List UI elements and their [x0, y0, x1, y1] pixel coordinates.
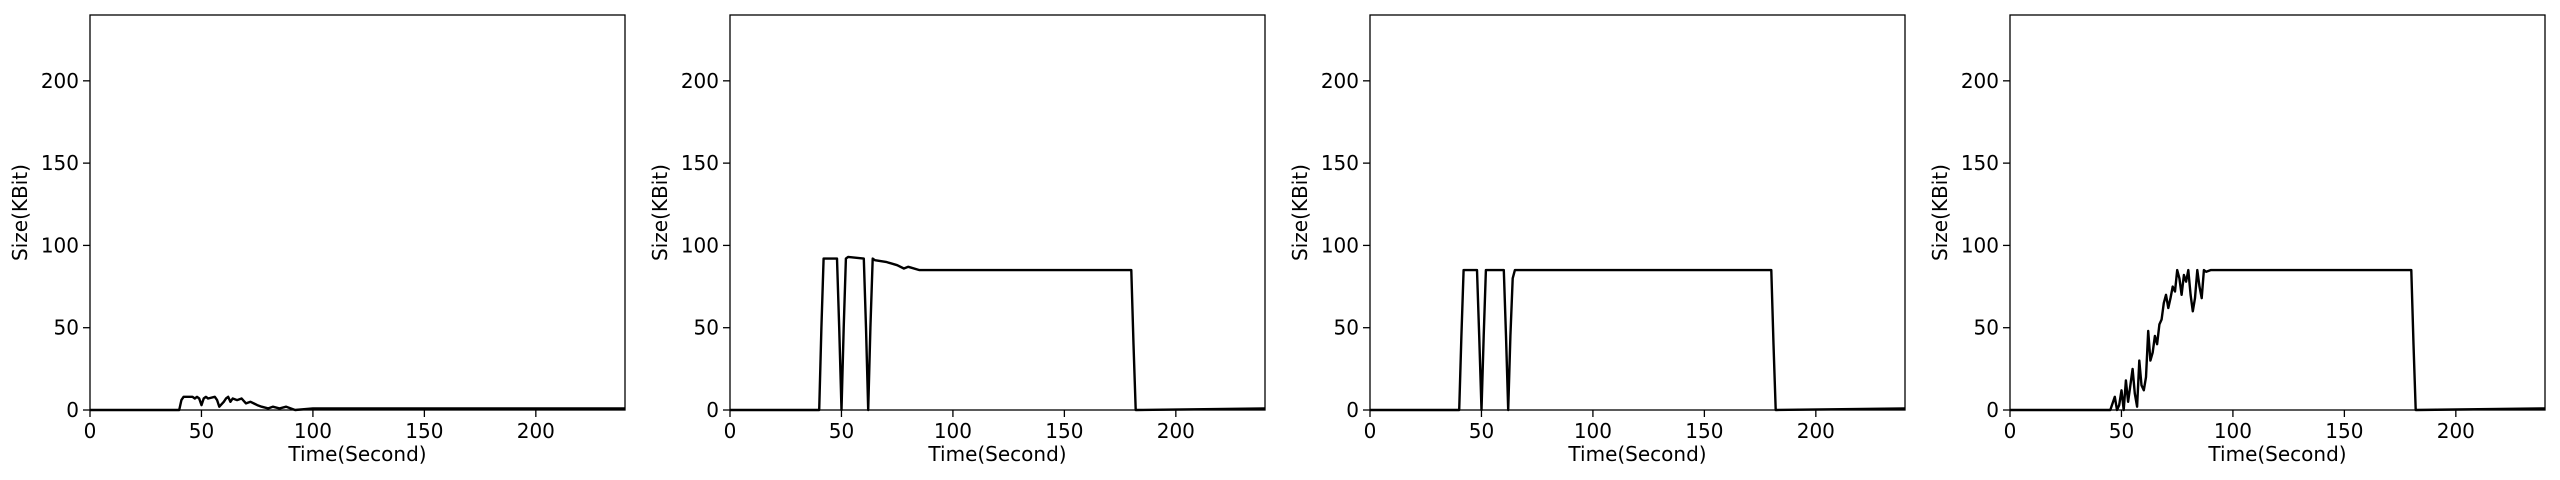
- y-tick-label: 150: [681, 151, 719, 175]
- y-tick-label: 150: [1321, 151, 1359, 175]
- x-tick-label: 100: [1574, 419, 1612, 443]
- y-tick-label: 0: [66, 398, 79, 422]
- y-tick-label: 200: [1321, 69, 1359, 93]
- x-axis-label: Time(Second): [287, 442, 426, 466]
- plot-frame: [1369, 14, 1906, 411]
- x-tick-label: 150: [1685, 419, 1723, 443]
- y-tick-label: 200: [41, 69, 79, 93]
- plot-frame: [89, 14, 626, 411]
- x-tick-label: 50: [1469, 419, 1494, 443]
- y-tick-label: 0: [1986, 398, 1999, 422]
- x-tick-label: 200: [2437, 419, 2475, 443]
- chart-panel-2: 0 50 100 150 200 0 50 100 150 200 Time(Second) Size…: [648, 14, 1266, 466]
- x-axis-label: Time(Second): [2207, 442, 2346, 466]
- y-axis-label: Size(KBit): [648, 164, 672, 261]
- x-tick-label: 150: [2325, 419, 2363, 443]
- y-tick-label: 50: [694, 316, 719, 340]
- y-tick-label: 100: [1961, 233, 1999, 257]
- chart-panel-1: 0 50 100 150 200 0 50 100 150 200 Time(Second) Size…: [8, 14, 626, 466]
- y-tick-label: 50: [1334, 316, 1359, 340]
- y-tick-label: 100: [681, 233, 719, 257]
- x-tick-label: 100: [2214, 419, 2252, 443]
- x-tick-label: 200: [1797, 419, 1835, 443]
- y-tick-label: 200: [1961, 69, 1999, 93]
- plot-frame: [2009, 14, 2546, 411]
- x-tick-label: 100: [294, 419, 332, 443]
- y-tick-label: 200: [681, 69, 719, 93]
- x-tick-label: 200: [517, 419, 555, 443]
- y-axis-label: Size(KBit): [1928, 164, 1952, 261]
- series-line-1: [90, 395, 625, 412]
- y-tick-label: 0: [706, 398, 719, 422]
- x-tick-label: 0: [84, 419, 97, 443]
- x-axis-label: Time(Second): [927, 442, 1066, 466]
- y-tick-label: 150: [41, 151, 79, 175]
- plot-frame: [729, 14, 1266, 411]
- x-tick-label: 150: [405, 419, 443, 443]
- y-tick-label: 100: [41, 233, 79, 257]
- y-tick-label: 50: [1974, 316, 1999, 340]
- y-tick-label: 150: [1961, 151, 1999, 175]
- x-tick-label: 100: [934, 419, 972, 443]
- series-line-1: [730, 255, 1266, 412]
- x-tick-label: 50: [2109, 419, 2134, 443]
- x-tick-label: 200: [1157, 419, 1195, 443]
- y-axis-label: Size(KBit): [8, 164, 32, 261]
- series-line-1: [2010, 268, 2546, 412]
- x-axis-label: Time(Second): [1567, 442, 1706, 466]
- x-tick-label: 50: [829, 419, 854, 443]
- y-tick-label: 50: [54, 316, 79, 340]
- x-tick-label: 0: [2004, 419, 2017, 443]
- y-tick-label: 0: [1346, 398, 1359, 422]
- chart-panel-4: 0 50 100 150 200 0 50 100 150 200 Time(Second) Size…: [1928, 14, 2546, 466]
- chart-panel-3: 0 50 100 150 200 0 50 100 150 200 Time(Second) Size…: [1288, 14, 1906, 466]
- y-tick-label: 100: [1321, 233, 1359, 257]
- x-tick-label: 0: [724, 419, 737, 443]
- x-tick-label: 50: [189, 419, 214, 443]
- x-tick-label: 150: [1045, 419, 1083, 443]
- y-axis-label: Size(KBit): [1288, 164, 1312, 261]
- x-tick-label: 0: [1364, 419, 1377, 443]
- series-line-1: [1370, 268, 1906, 412]
